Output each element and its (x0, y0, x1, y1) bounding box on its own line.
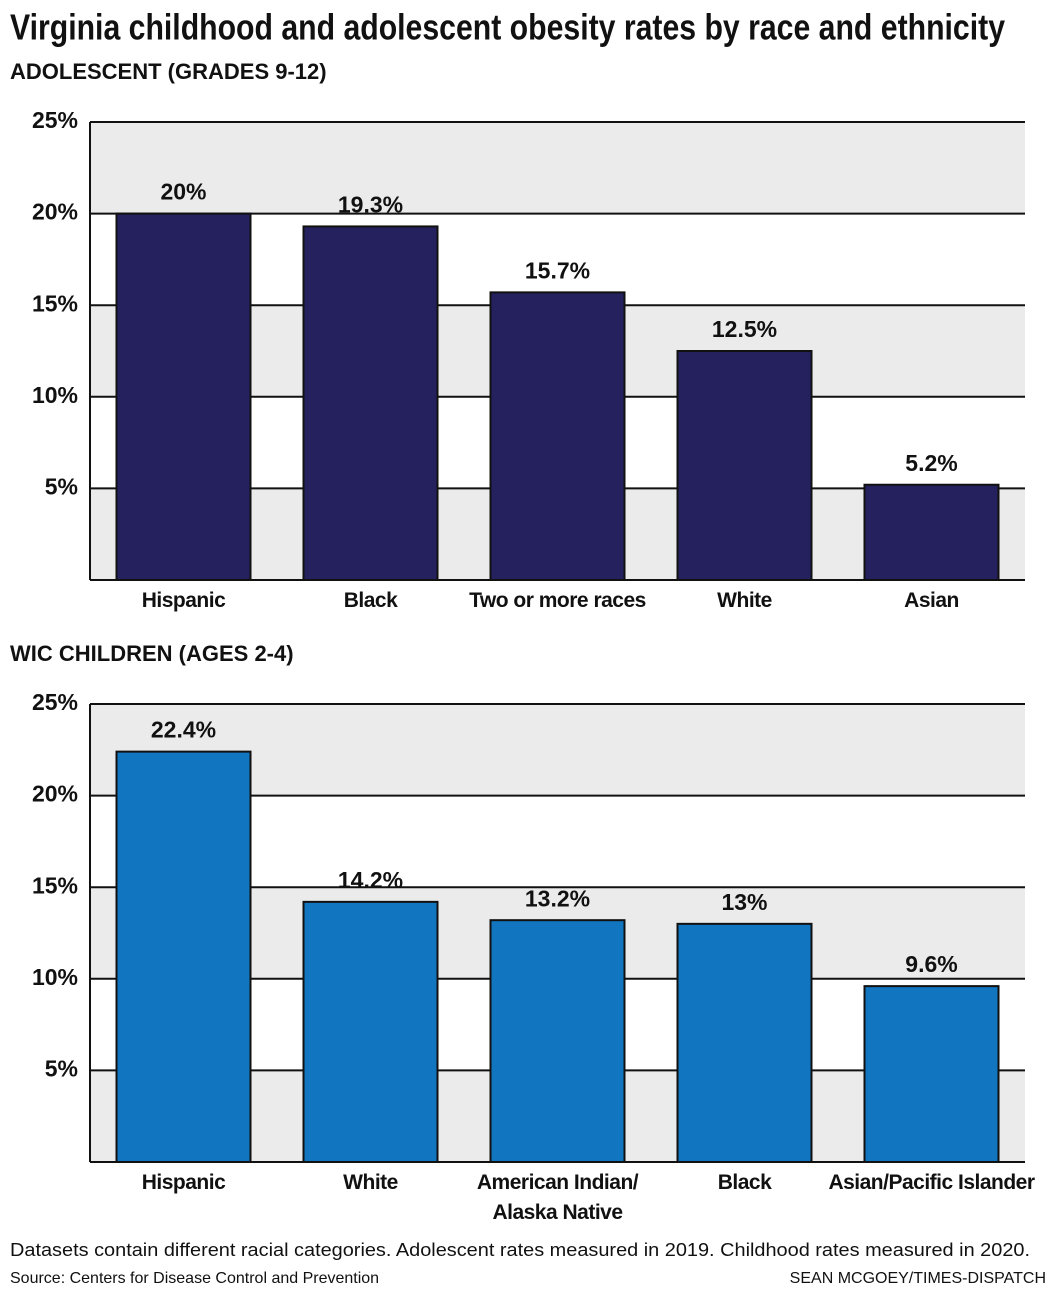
bar (115, 750, 252, 1164)
x-tick-label: Two or more races (469, 589, 646, 612)
x-tick-label-box: Two or more races (469, 589, 646, 612)
value-label: 12.5% (712, 316, 777, 342)
chart-title: Virginia childhood and adolescent obesit… (10, 7, 1005, 48)
band (90, 122, 1025, 214)
y-tick-label: 25% (32, 107, 78, 133)
bar (676, 922, 813, 1164)
x-tick-label: Hispanic (141, 1171, 226, 1194)
value-label: 19.3% (338, 192, 403, 218)
bar (489, 291, 626, 581)
value-label: 5.2% (905, 450, 957, 476)
x-tick-label: White (717, 589, 772, 612)
x-tick-label: White (343, 1171, 398, 1194)
value-label: 22.4% (151, 717, 216, 743)
y-tick-label: 10% (32, 964, 78, 990)
x-tick-label: Black (717, 1171, 772, 1194)
value-label: 9.6% (905, 951, 957, 977)
value-label: 20% (160, 179, 206, 205)
bar (676, 350, 813, 581)
x-tick-label-box: Asian/Pacific Islander (828, 1171, 1035, 1194)
bar (489, 919, 626, 1164)
y-tick-label: 20% (32, 781, 78, 807)
subtitle: ADOLESCENT (GRADES 9-12) (10, 59, 327, 84)
y-tick-label: 5% (45, 1055, 78, 1081)
y-tick-label: 5% (45, 473, 78, 499)
x-tick-label: Black (343, 589, 398, 612)
y-tick-label: 15% (32, 872, 78, 898)
bar (115, 212, 252, 581)
x-tick-label-box: Black (717, 1171, 772, 1194)
y-tick-label: 10% (32, 382, 78, 408)
x-tick-label: Asian (904, 589, 959, 612)
bar (863, 483, 1000, 581)
bar (302, 225, 439, 581)
y-tick-label: 25% (32, 689, 78, 715)
value-label: 13.2% (525, 885, 590, 911)
x-tick-label-box: White (343, 1171, 398, 1194)
credit: SEAN MCGOEY/TIMES-DISPATCH (790, 1270, 1046, 1287)
x-tick-label-box: Hispanic (141, 589, 226, 612)
value-label: 13% (721, 889, 767, 915)
x-tick-label: Asian/Pacific Islander (828, 1171, 1035, 1194)
bar (302, 900, 439, 1164)
subtitle: WIC CHILDREN (AGES 2-4) (10, 641, 294, 666)
footnote: Datasets contain different racial catego… (10, 1240, 1030, 1260)
x-tick-label-box: Hispanic (141, 1171, 226, 1194)
x-tick-label-box: Black (343, 589, 398, 612)
x-tick-label-box: Asian (904, 589, 959, 612)
x-tick-label-box: White (717, 589, 772, 612)
bar (863, 985, 1000, 1163)
x-tick-label: Hispanic (141, 589, 226, 612)
x-tick-label-box: American Indian/ Alaska Native (476, 1171, 639, 1224)
y-tick-label: 20% (32, 199, 78, 225)
source: Source: Centers for Disease Control and … (10, 1270, 379, 1287)
value-label: 14.2% (338, 867, 403, 893)
value-label: 15.7% (525, 257, 590, 283)
y-tick-label: 15% (32, 290, 78, 316)
x-tick-label: American Indian/ Alaska Native (476, 1171, 639, 1224)
